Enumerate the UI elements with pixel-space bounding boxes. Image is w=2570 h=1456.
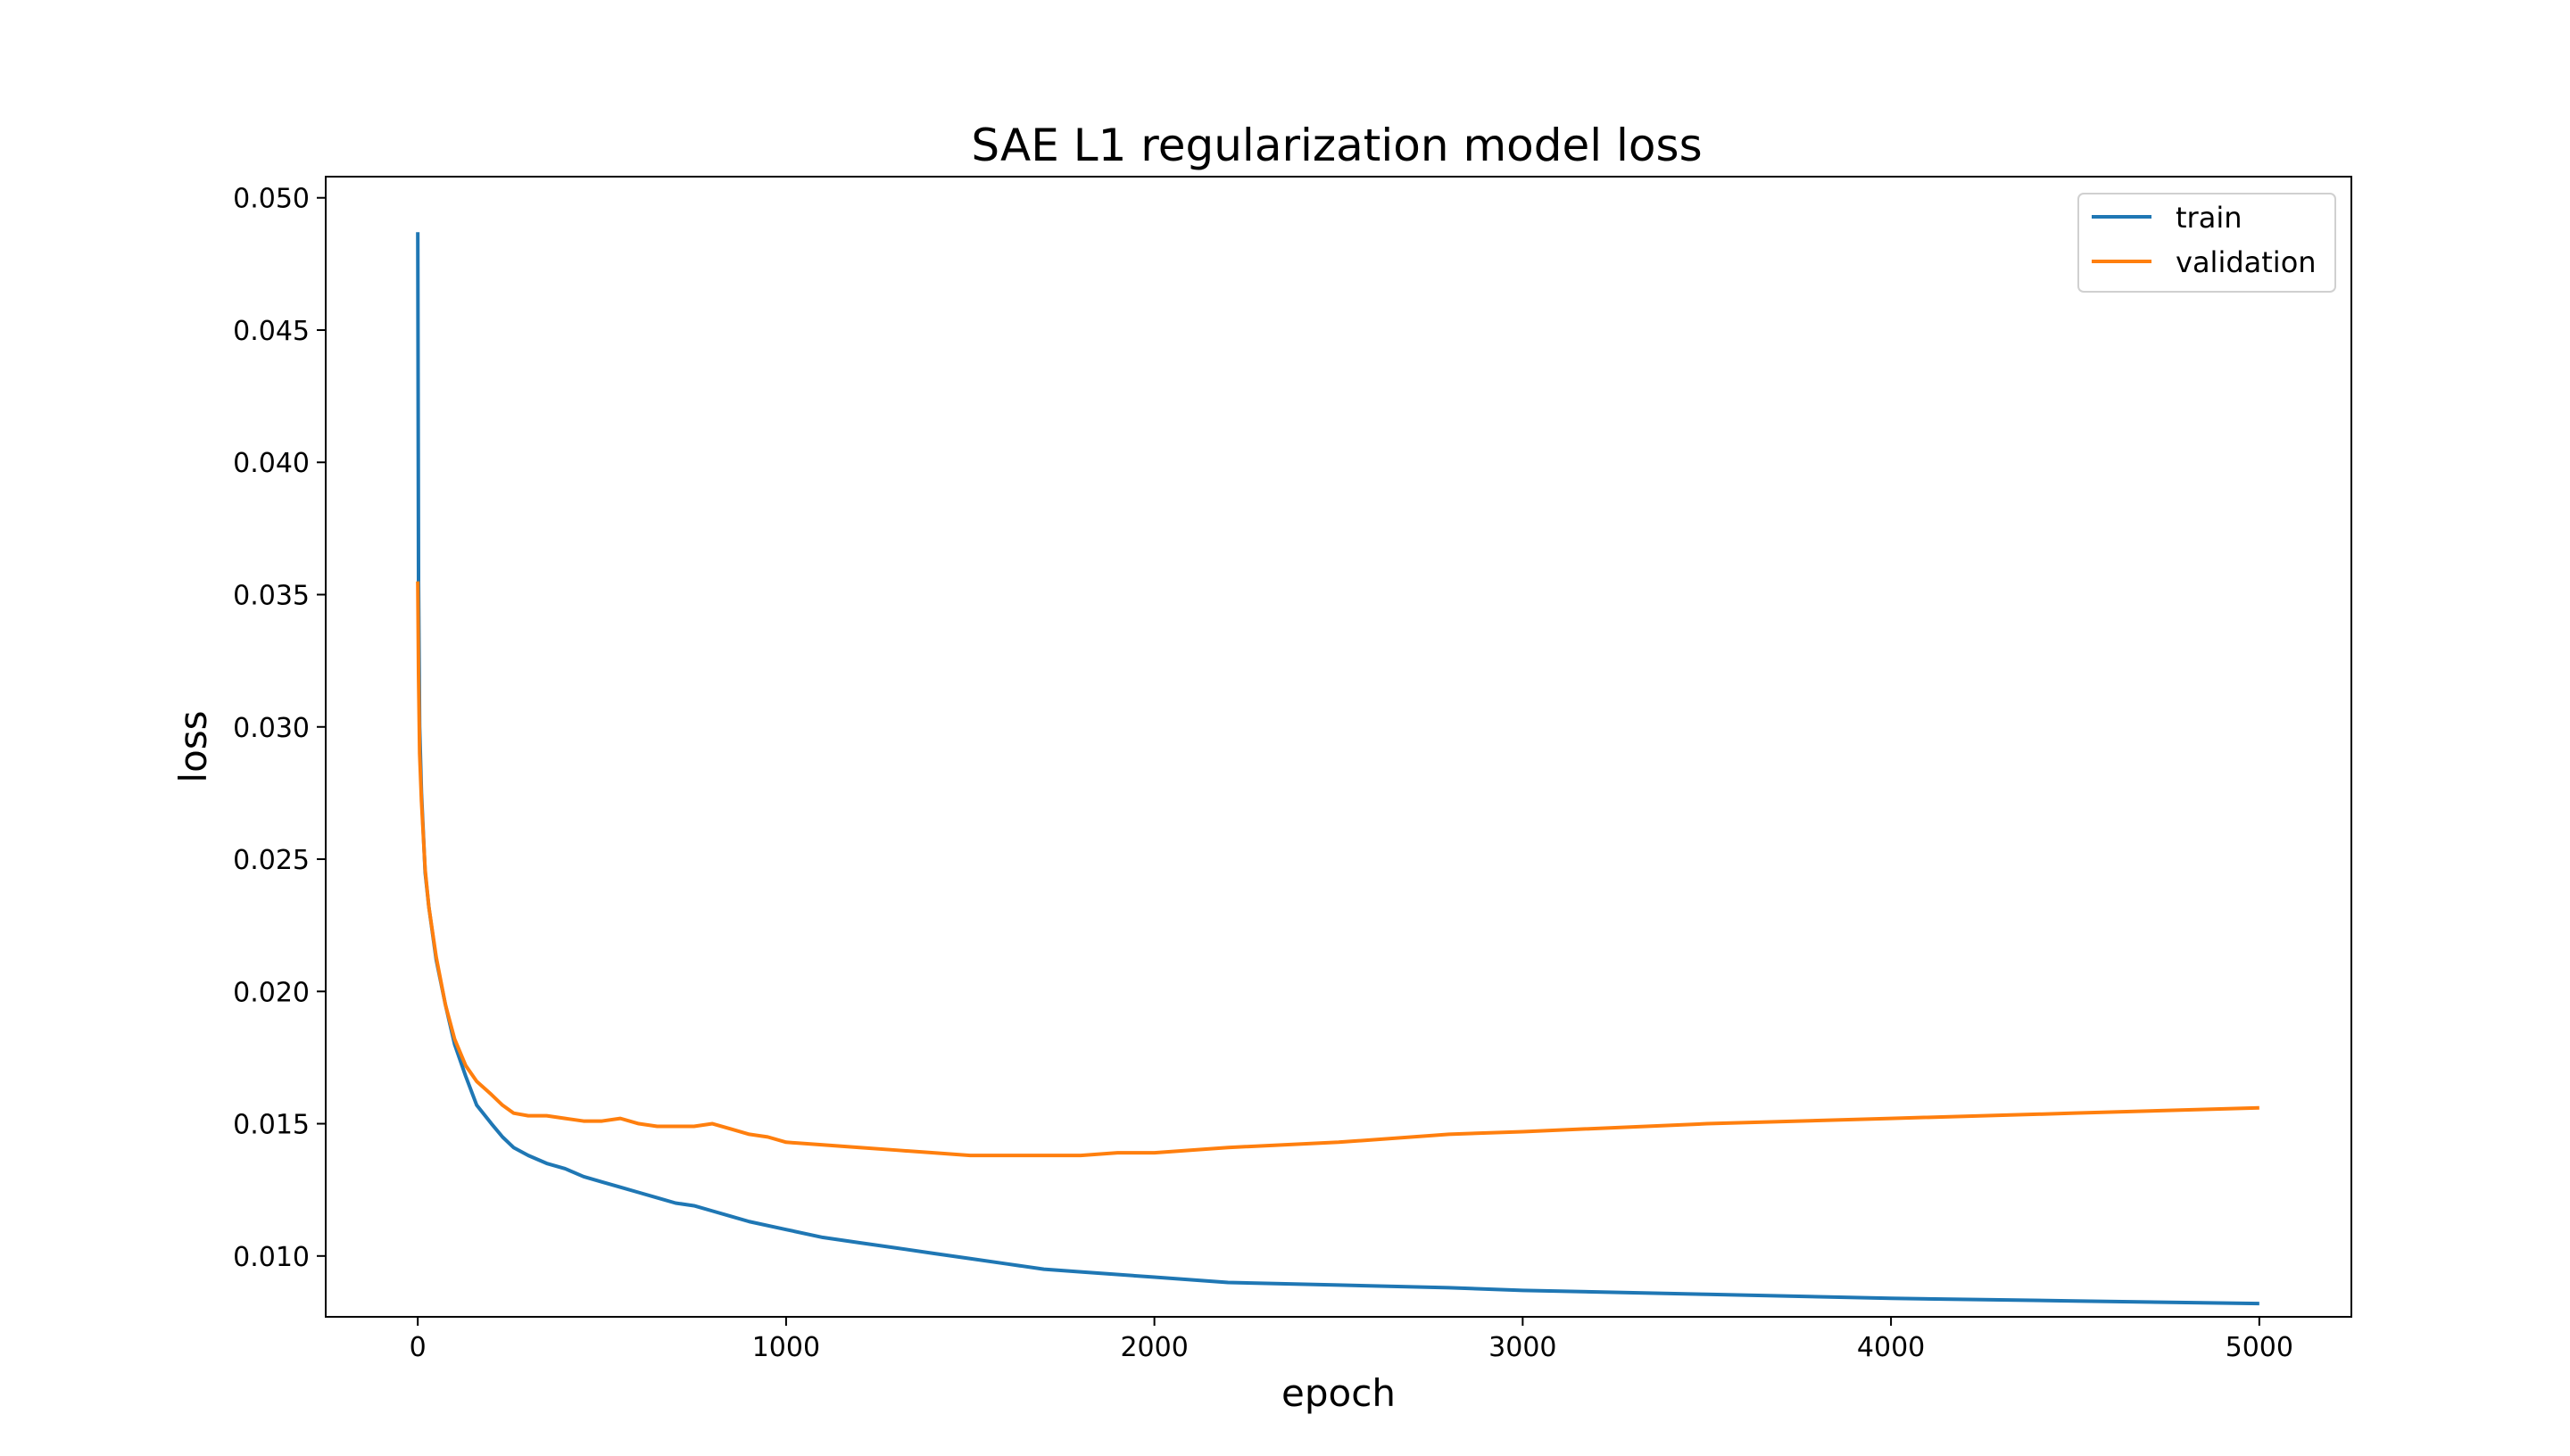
x-tick-label: 2000 — [1120, 1332, 1188, 1363]
y-axis: 0.010 0.015 0.020 0.025 0.030 0.035 0.040 0.045… — [233, 184, 326, 1273]
plot-frame — [325, 176, 2352, 1318]
series-layer — [416, 232, 2259, 1306]
x-tick-label: 5000 — [2226, 1332, 2293, 1363]
x-tick-label: 1000 — [752, 1332, 820, 1363]
y-tick-label: 0.015 — [233, 1110, 310, 1141]
x-axis: 0 1000 2000 3000 4000 5000 — [410, 1317, 2293, 1363]
y-tick-label: 0.010 — [233, 1242, 310, 1273]
x-axis-label: epoch — [1281, 1371, 1396, 1415]
y-tick-label: 0.050 — [233, 184, 310, 215]
y-tick-label: 0.035 — [233, 581, 310, 612]
y-tick-label: 0.045 — [233, 316, 310, 347]
x-tick-label: 0 — [410, 1332, 427, 1363]
y-tick-label: 0.040 — [233, 448, 310, 479]
legend: train validation — [2077, 193, 2336, 293]
plot-area — [325, 176, 2352, 1318]
x-tick-label: 3000 — [1488, 1332, 1556, 1363]
chart-title: SAE L1 regularization model loss — [971, 120, 1702, 171]
legend-label-validation: validation — [2176, 245, 2317, 279]
x-tick-label: 4000 — [1857, 1332, 1925, 1363]
y-tick-label: 0.020 — [233, 977, 310, 1008]
series-line-validation — [416, 581, 2259, 1158]
legend-label-train: train — [2176, 201, 2242, 235]
y-tick-label: 0.025 — [233, 845, 310, 876]
y-tick-label: 0.030 — [233, 713, 310, 744]
y-axis-label: loss — [171, 710, 215, 782]
